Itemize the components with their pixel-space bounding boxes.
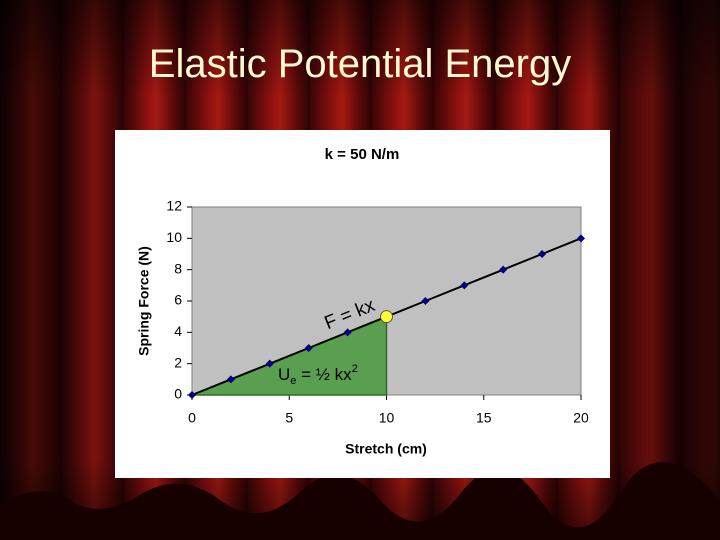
energy-label: Ue = ½ kx2 [278, 363, 358, 387]
energy-label-superscript: 2 [352, 363, 358, 375]
data-point [343, 328, 352, 337]
y-tick-label: 4 [174, 323, 182, 339]
x-tick-label: 10 [379, 410, 395, 426]
data-point [499, 265, 508, 274]
x-tick-label: 0 [188, 410, 196, 426]
energy-label-subscript: e [290, 375, 296, 387]
chart-title: k = 50 N/m [325, 146, 400, 163]
y-tick-label: 12 [166, 198, 182, 214]
y-tick-label: 0 [174, 386, 182, 402]
highlight-point [380, 310, 393, 324]
data-point [265, 359, 274, 368]
y-axis-label: Spring Force (N) [136, 246, 152, 356]
y-tick-label: 8 [174, 260, 182, 276]
energy-label-base: U [278, 365, 290, 384]
y-tick-label: 2 [174, 354, 182, 370]
data-point [226, 375, 235, 384]
energy-label-middle: = ½ kx [296, 365, 352, 384]
x-tick-label: 20 [573, 410, 589, 426]
y-tick-label: 10 [166, 229, 182, 245]
x-axis-label: Stretch (cm) [345, 441, 427, 457]
data-point [188, 391, 196, 399]
x-tick-label: 15 [476, 410, 492, 426]
data-point [577, 234, 585, 243]
data-point [460, 281, 469, 290]
data-point [421, 297, 430, 305]
data-point [304, 344, 313, 352]
data-point [538, 250, 547, 258]
curtain-edge [0, 462, 720, 540]
y-tick-label: 6 [174, 292, 182, 308]
slide-title: Elastic Potential Energy [148, 42, 572, 86]
x-tick-label: 5 [285, 410, 293, 426]
